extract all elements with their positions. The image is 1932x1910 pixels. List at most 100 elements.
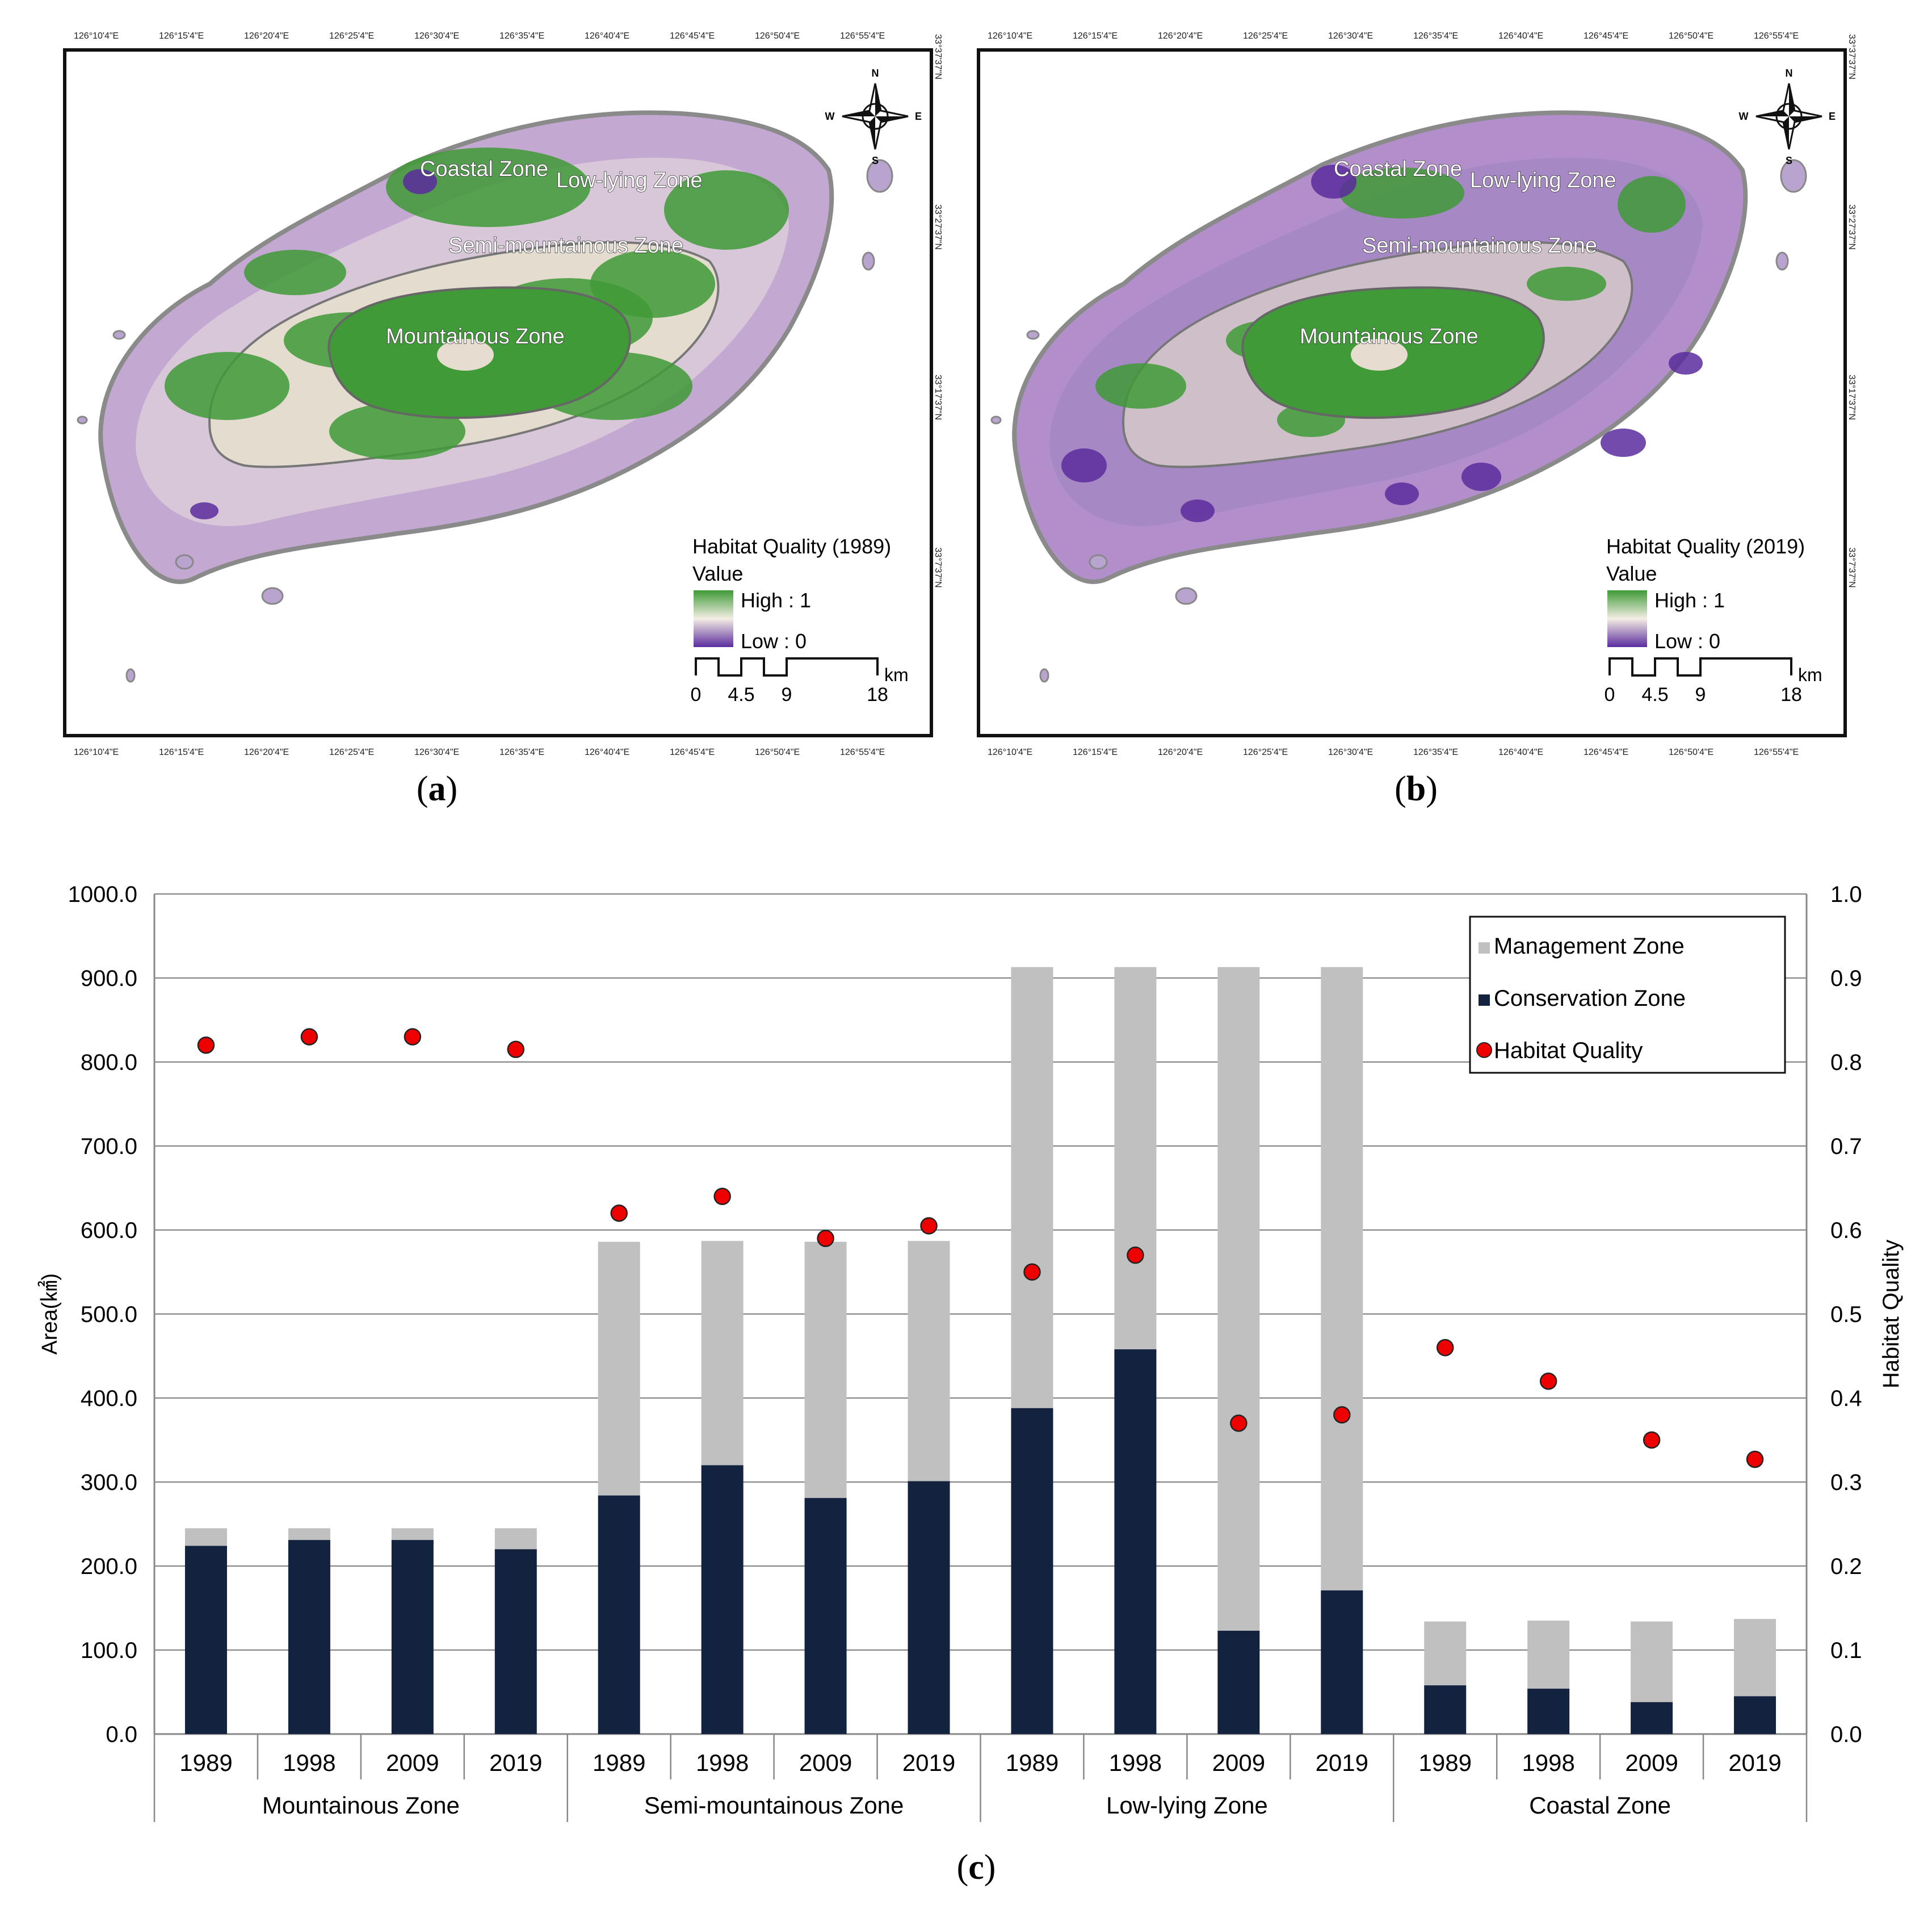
lon-tick-top: 126°15'4"E xyxy=(159,31,204,41)
lon-tick-top: 126°50'4"E xyxy=(1669,31,1713,41)
y-axis-title: Area(㎢) xyxy=(38,1273,62,1355)
compass-letter: E xyxy=(915,111,922,122)
caption-b: (b) xyxy=(1395,770,1438,808)
management-zone-bar xyxy=(598,1241,640,1496)
habitat-quality-point xyxy=(1127,1246,1144,1264)
management-zone-bar xyxy=(1424,1621,1467,1686)
lon-tick-top: 126°10'4"E xyxy=(988,31,1032,41)
habitat-low-patch xyxy=(1061,448,1107,482)
x-year-label: 2009 xyxy=(386,1749,439,1776)
habitat-high-patch xyxy=(1339,167,1464,219)
legend-management-swatch xyxy=(1479,942,1490,954)
management-zone-bar xyxy=(1321,967,1363,1590)
y-tick-label: 700.0 xyxy=(81,1134,137,1159)
scale-label: 9 xyxy=(1695,684,1706,706)
y2-tick-label: 0.1 xyxy=(1830,1638,1862,1663)
legend-value-label: Value xyxy=(1606,562,1657,585)
habitat-high-patch xyxy=(165,352,289,420)
legend-high-label: High : 1 xyxy=(1654,589,1725,612)
x-year-label: 1998 xyxy=(283,1749,335,1776)
management-zone-bar xyxy=(1217,967,1260,1631)
habitat-high-patch xyxy=(664,170,789,250)
habitat-quality-point xyxy=(404,1028,422,1046)
y2-axis-title: Habitat Quality xyxy=(1879,1240,1904,1388)
habitat-map-1989: 126°10'4"E 126°15'4"E 126°20'4"E 126°25'4"E… xyxy=(57,23,945,761)
islet xyxy=(175,554,194,570)
lon-tick-bottom: 126°15'4"E xyxy=(159,748,204,757)
y2-tick-label: 0.2 xyxy=(1830,1554,1862,1579)
compass-needle xyxy=(875,116,908,122)
lon-tick-bottom: 126°35'4"E xyxy=(1413,748,1458,757)
lon-tick-bottom: 126°25'4"E xyxy=(1243,748,1288,757)
zone-label: Coastal Zone xyxy=(1334,157,1462,181)
conservation-zone-bar xyxy=(908,1481,950,1734)
conservation-zone-bar xyxy=(1631,1702,1673,1734)
islet xyxy=(1780,159,1807,193)
y-tick-label: 300.0 xyxy=(81,1470,137,1495)
lon-tick-top: 126°25'4"E xyxy=(329,31,374,41)
lon-tick-bottom: 126°15'4"E xyxy=(1073,748,1118,757)
habitat-high-patch xyxy=(590,250,715,318)
habitat-low-patch xyxy=(1601,429,1646,457)
lat-tick-right: 33°7'37"N xyxy=(933,547,943,587)
lon-tick-top: 126°35'4"E xyxy=(499,31,544,41)
zone-label: Semi-mountainous Zone xyxy=(448,234,683,258)
x-year-label: 2009 xyxy=(1625,1749,1678,1776)
habitat-low-patch xyxy=(1181,499,1215,522)
lat-tick-right: 33°17'37"N xyxy=(933,375,943,420)
compass-needle xyxy=(1789,116,1822,122)
lon-tick-bottom: 126°50'4"E xyxy=(755,748,800,757)
conservation-zone-bar xyxy=(1217,1630,1260,1734)
conservation-zone-bar xyxy=(1011,1408,1053,1734)
legend-management-label: Management Zone xyxy=(1494,934,1685,959)
compass-letter: S xyxy=(872,155,879,166)
legend-title: Habitat Quality (1989) xyxy=(692,535,891,558)
lon-tick-top: 126°30'4"E xyxy=(1328,31,1373,41)
management-zone-bar xyxy=(1527,1621,1570,1689)
compass-ring xyxy=(862,103,889,130)
lat-tick-right: 33°37'37"N xyxy=(933,34,943,79)
lon-tick-top: 126°30'4"E xyxy=(414,31,459,41)
lat-tick-right: 33°27'37"N xyxy=(1847,204,1857,250)
x-year-label: 1989 xyxy=(593,1749,645,1776)
conservation-zone-bar xyxy=(288,1540,330,1734)
legend-low-label: Low : 0 xyxy=(1654,629,1720,653)
habitat-quality-point xyxy=(1230,1414,1248,1432)
compass-rose-icon: N S E W xyxy=(1739,68,1836,166)
scale-bar-line xyxy=(1608,657,1792,677)
scale-label: 0 xyxy=(1605,684,1615,706)
conservation-zone-bar xyxy=(184,1546,227,1734)
conservation-zone-bar xyxy=(1114,1349,1157,1734)
compass-letter: W xyxy=(825,111,835,122)
lon-tick-bottom: 126°55'4"E xyxy=(1754,748,1799,757)
y2-tick-label: 0.9 xyxy=(1830,966,1862,991)
map-canvas: 126°10'4"E 126°15'4"E 126°20'4"E 126°25'4"E… xyxy=(976,31,1857,757)
management-zone-bar xyxy=(1734,1619,1776,1697)
lon-tick-bottom: 126°10'4"E xyxy=(74,748,119,757)
legend-box xyxy=(1469,916,1786,1074)
lon-tick-bottom: 126°45'4"E xyxy=(1584,748,1628,757)
x-group-label: Coastal Zone xyxy=(1529,1792,1671,1819)
lon-tick-top: 126°20'4"E xyxy=(244,31,289,41)
lon-tick-bottom: 126°20'4"E xyxy=(1158,748,1203,757)
compass-letter: E xyxy=(1829,111,1836,122)
x-group-label: Mountainous Zone xyxy=(262,1792,460,1819)
y-tick-label: 500.0 xyxy=(81,1302,137,1327)
y-tick-label: 400.0 xyxy=(81,1386,137,1411)
habitat-high-patch xyxy=(244,250,346,295)
legend-conservation-label: Conservation Zone xyxy=(1494,986,1686,1011)
compass-needle xyxy=(1783,116,1789,149)
lat-tick-right: 33°7'37"N xyxy=(1847,547,1857,587)
habitat-quality-point xyxy=(300,1028,318,1046)
habitat-low-patch xyxy=(1385,482,1419,505)
habitat-quality-point xyxy=(1333,1406,1351,1424)
compass-needle xyxy=(1789,83,1795,116)
x-year-label: 2019 xyxy=(489,1749,542,1776)
management-zone-bar xyxy=(494,1528,537,1550)
lon-tick-bottom: 126°45'4"E xyxy=(670,748,715,757)
lon-tick-bottom: 126°40'4"E xyxy=(585,748,629,757)
habitat-quality-point xyxy=(1643,1431,1661,1449)
x-year-label: 2019 xyxy=(1316,1749,1368,1776)
y2-tick-label: 0.5 xyxy=(1830,1302,1862,1327)
